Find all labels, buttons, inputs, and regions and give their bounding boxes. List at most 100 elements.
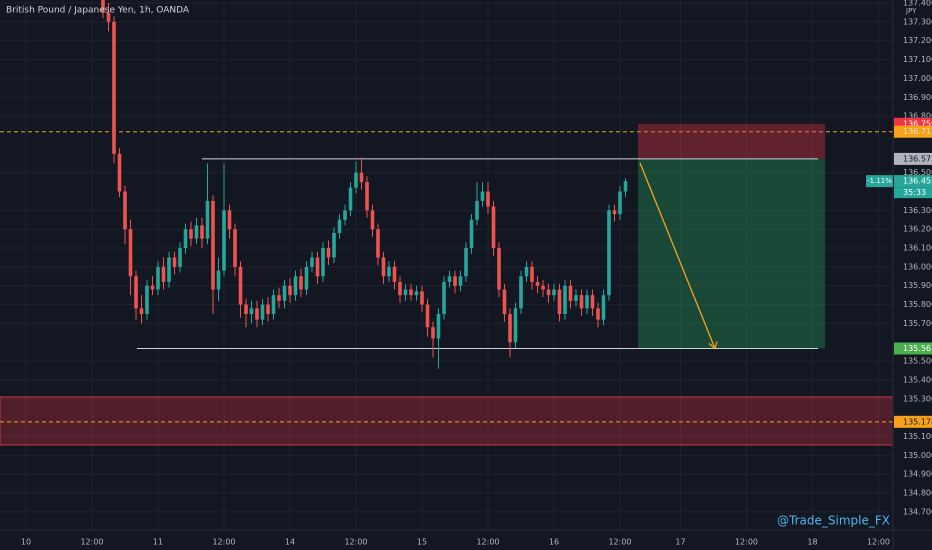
candle-body bbox=[310, 257, 314, 267]
candle-body bbox=[480, 191, 485, 201]
y-tick-label: 136.900 bbox=[903, 93, 932, 102]
price-tag-label: 136.455 bbox=[903, 177, 932, 186]
price-tag bbox=[894, 175, 932, 188]
x-tick-label: 12:00 bbox=[867, 538, 890, 547]
candle-body bbox=[167, 257, 171, 282]
candle-body bbox=[106, 12, 111, 22]
candle-body bbox=[596, 308, 600, 320]
y-tick-label: 137.000 bbox=[903, 74, 932, 83]
axes: 137.400 137.300 137.200 137.100 137.000 136.9… bbox=[21, 0, 932, 547]
x-tick-label: 10 bbox=[21, 538, 31, 547]
candle-body bbox=[205, 200, 210, 239]
y-tick-label: 137.100 bbox=[903, 55, 932, 64]
candle-body bbox=[557, 289, 562, 315]
y-tick-label: 134.800 bbox=[903, 489, 932, 498]
candle-body bbox=[618, 191, 622, 215]
candle-body bbox=[491, 206, 496, 249]
candle-body bbox=[574, 295, 578, 301]
x-tick-label: 12:00 bbox=[80, 538, 103, 547]
candle-body bbox=[541, 285, 545, 290]
candle-body bbox=[431, 327, 435, 339]
x-tick-label: 12:00 bbox=[212, 538, 235, 547]
candle-body bbox=[365, 182, 369, 211]
x-tick-label: 12:00 bbox=[476, 538, 499, 547]
target-zone bbox=[638, 158, 825, 349]
y-tick-label: 135.500 bbox=[903, 357, 932, 366]
x-tick-label: 12:00 bbox=[344, 538, 367, 547]
x-tick-label: 12:00 bbox=[608, 538, 631, 547]
candle-body bbox=[607, 210, 611, 296]
price-tag-label: 135.178 bbox=[903, 417, 932, 426]
candle-body bbox=[381, 257, 386, 277]
candle-body bbox=[282, 285, 287, 301]
candle-body bbox=[508, 314, 512, 343]
candle-body bbox=[343, 210, 347, 220]
candle-body bbox=[568, 285, 573, 301]
candle-body bbox=[255, 308, 259, 320]
candle-body bbox=[172, 257, 177, 267]
y-tick-label: 135.900 bbox=[903, 281, 932, 290]
watermark: @Trade_Simple_FX bbox=[777, 514, 890, 528]
candle-body bbox=[535, 281, 540, 286]
x-tick-label: 15 bbox=[417, 538, 427, 547]
candle-body bbox=[398, 281, 402, 296]
candle-body bbox=[612, 210, 617, 215]
arrow bbox=[639, 162, 716, 349]
x-tick-label: 12:00 bbox=[735, 538, 758, 547]
candle-body bbox=[579, 295, 584, 309]
candle-body bbox=[376, 229, 380, 258]
candle-body bbox=[387, 266, 391, 277]
candle-body bbox=[156, 266, 160, 290]
candle-body bbox=[453, 276, 457, 286]
candle-body bbox=[161, 266, 166, 282]
y-tick-label: 135.800 bbox=[903, 300, 932, 309]
stop-zone bbox=[638, 123, 825, 159]
candle-body bbox=[183, 229, 188, 249]
candle-body bbox=[546, 289, 551, 296]
price-tag bbox=[894, 415, 932, 428]
y-tick-label: 137.300 bbox=[903, 17, 932, 26]
y-tick-label: 134.900 bbox=[903, 470, 932, 479]
candle-body bbox=[128, 229, 133, 277]
candle-body bbox=[321, 248, 325, 277]
candle-body bbox=[304, 266, 309, 290]
candle-body bbox=[288, 285, 292, 296]
candle-body bbox=[277, 295, 281, 301]
candle-body bbox=[425, 304, 430, 328]
candle-body bbox=[233, 229, 237, 267]
y-tick-label: 136.800 bbox=[903, 112, 932, 121]
candle-body bbox=[112, 21, 116, 154]
grid bbox=[0, 0, 893, 530]
plot-area bbox=[0, 0, 893, 446]
candle-body bbox=[458, 276, 463, 286]
candle-body bbox=[117, 153, 122, 192]
candle-body bbox=[293, 276, 298, 296]
candle-body bbox=[392, 266, 397, 282]
candle-body bbox=[469, 219, 474, 249]
price-tag-label: 135.567 bbox=[903, 344, 932, 353]
candle-body bbox=[348, 187, 353, 211]
candle-body bbox=[189, 229, 193, 239]
candle-body bbox=[420, 291, 424, 305]
y-tick-label: 136.300 bbox=[903, 206, 932, 215]
candle-body bbox=[585, 295, 589, 309]
candle-body bbox=[332, 232, 336, 258]
y-tick-label: 136.100 bbox=[903, 244, 932, 253]
candle-body bbox=[200, 225, 204, 239]
currency: JPY bbox=[905, 7, 917, 15]
candle-body bbox=[145, 285, 149, 315]
y-tick-label: 136.500 bbox=[903, 168, 932, 177]
candle-body bbox=[475, 200, 479, 220]
candle-body bbox=[260, 304, 265, 320]
candle-body bbox=[530, 266, 534, 282]
candle-body bbox=[447, 276, 452, 282]
countdown-tag bbox=[894, 187, 932, 199]
candle-body bbox=[134, 276, 138, 309]
x-tick-label: 16 bbox=[549, 538, 559, 547]
candle-body bbox=[524, 266, 529, 277]
y-tick-label: 136.200 bbox=[903, 225, 932, 234]
price-tag bbox=[894, 342, 932, 355]
candle-body bbox=[101, 0, 105, 13]
candle-body bbox=[139, 308, 144, 315]
